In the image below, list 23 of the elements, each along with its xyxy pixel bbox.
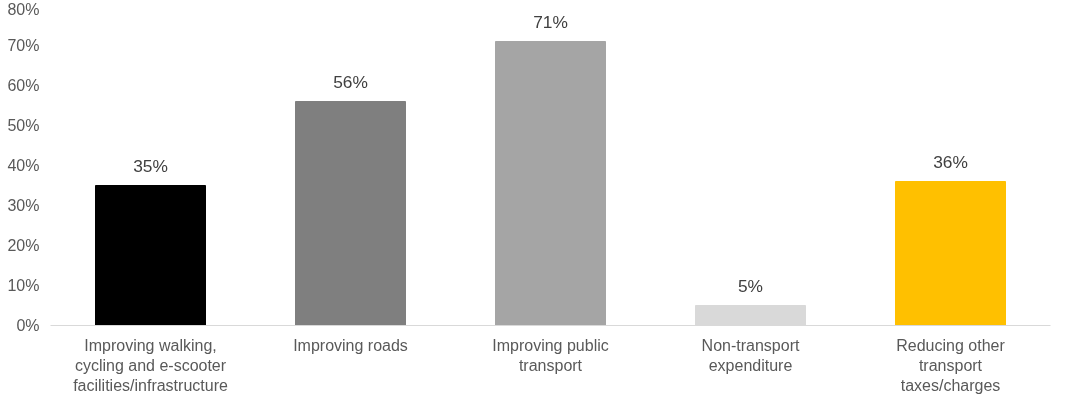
x-tick-label: Non-transport expenditure [701,336,800,374]
y-tick-label: 60% [7,77,40,94]
data-label: 36% [933,151,968,172]
y-tick-label: 50% [7,117,40,134]
bar [295,101,406,326]
y-tick-label: 40% [7,157,40,174]
data-label: 56% [333,71,368,92]
y-tick-label: 10% [7,277,40,294]
data-label: 71% [533,11,568,32]
y-tick-label: 0% [16,317,40,334]
y-tick-label: 30% [7,197,40,214]
x-tick-label: Improving public transport [492,336,609,374]
y-tick-label: 80% [7,0,40,18]
y-tick-label: 20% [7,237,40,254]
bar [495,41,606,326]
y-tick-label: 70% [7,37,40,54]
data-label: 5% [737,275,764,296]
bar [95,185,206,326]
x-tick-label: Improving roads [293,336,408,354]
bar [895,181,1006,326]
x-tick-label: Improving walking, cycling and e-scooter facilities/infrastructure [73,336,228,395]
x-tick-label: Reducing other transport taxes/charges [896,336,1006,395]
data-label: 35% [133,155,168,176]
